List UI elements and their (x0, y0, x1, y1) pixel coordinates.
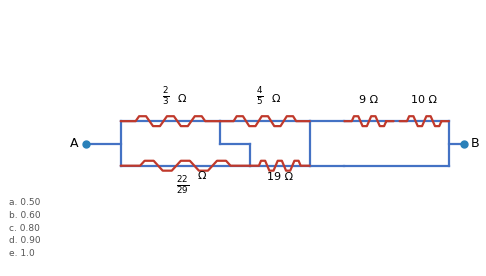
Text: c. 0.80: c. 0.80 (9, 224, 40, 233)
Text: 10 Ω: 10 Ω (411, 95, 437, 105)
Text: b. 0.60: b. 0.60 (9, 211, 41, 220)
Text: A: A (69, 137, 78, 150)
Text: Ω: Ω (177, 94, 186, 104)
Text: Ω: Ω (197, 171, 206, 181)
Text: B: B (471, 137, 479, 150)
Text: 19 Ω: 19 Ω (267, 172, 293, 182)
Text: a. 0.50: a. 0.50 (9, 198, 41, 207)
Text: $\frac{22}{29}$: $\frac{22}{29}$ (176, 174, 189, 195)
Text: $\frac{2}{3}$: $\frac{2}{3}$ (162, 85, 169, 107)
Text: $\frac{4}{5}$: $\frac{4}{5}$ (256, 85, 264, 107)
Text: Ω: Ω (272, 94, 280, 104)
Text: 9 Ω: 9 Ω (360, 95, 379, 105)
Text: d. 0.90: d. 0.90 (9, 237, 41, 245)
Text: e. 1.0: e. 1.0 (9, 249, 35, 258)
